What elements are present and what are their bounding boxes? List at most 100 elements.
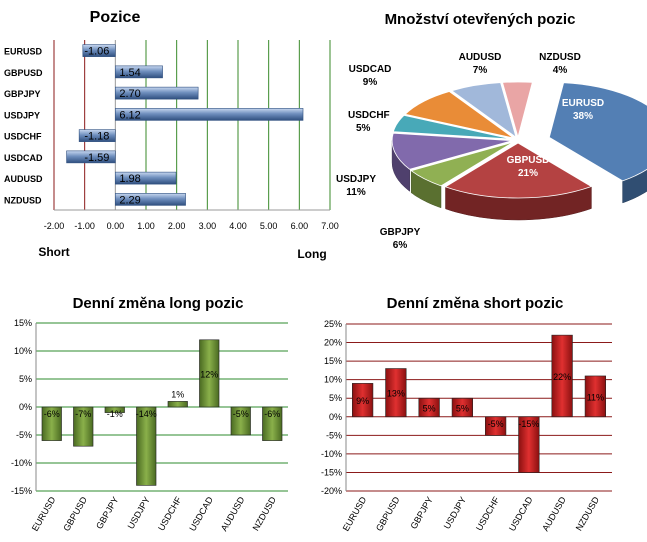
bar-audusd: [551, 334, 573, 418]
pie-slice-gbpusd: [444, 142, 593, 199]
y-tick-label: 25%: [324, 319, 342, 329]
y-tick-label: -15%: [11, 486, 32, 496]
category-label-gbpjpy: GBPJPY: [4, 89, 41, 99]
pie-slice-eurusd: [548, 82, 647, 182]
bar-usdjpy: [136, 406, 157, 486]
value-label-audusd: 1.98: [119, 173, 140, 185]
value-label-usdcad: -1.59: [84, 152, 109, 164]
pie-label-eurusd: EURUSD: [562, 98, 604, 109]
x-tick-label: 7.00: [321, 221, 339, 231]
value-label-usdjpy: 6.12: [119, 109, 140, 121]
category-label-nzdusd: NZDUSD: [4, 195, 42, 205]
y-tick-label: 20%: [324, 338, 342, 348]
value-label-gbpusd: -7%: [75, 409, 91, 419]
y-tick-label: 5%: [329, 393, 342, 403]
x-tick-label-nzdusd: NZDUSD: [574, 495, 602, 533]
category-label-eurusd: EURUSD: [4, 47, 43, 57]
bar-eurusd: [41, 406, 62, 441]
category-label-gbpusd: GBPUSD: [4, 68, 43, 78]
short-label: Short: [38, 245, 69, 259]
pie-label-usdcad: USDCAD: [349, 64, 392, 75]
y-tick-label: -15%: [321, 467, 342, 477]
x-tick-label: 5.00: [260, 221, 278, 231]
value-label-gbpjpy: 2.70: [119, 88, 140, 100]
bar-eurusd: [82, 44, 116, 57]
category-label-usdcad: USDCAD: [4, 153, 43, 163]
pie-label-audusd: AUDUSD: [459, 52, 502, 63]
pie-value-nzdusd: 4%: [553, 65, 568, 76]
x-tick-label: 2.00: [168, 221, 186, 231]
x-tick-label: -2.00: [44, 221, 65, 231]
x-tick-label: 1.00: [137, 221, 155, 231]
pie-value-usdchf: 5%: [356, 123, 371, 134]
y-tick-label: 15%: [324, 356, 342, 366]
x-tick-label-gbpusd: GBPUSD: [374, 495, 402, 533]
value-label-eurusd: -6%: [44, 409, 60, 419]
pie-value-gbpjpy: 6%: [393, 240, 408, 251]
bar-eurusd: [352, 383, 374, 418]
pie-side-eurusd: [622, 168, 647, 204]
x-tick-label: 0.00: [107, 221, 125, 231]
bar-gbpusd: [73, 406, 94, 447]
category-label-usdjpy: USDJPY: [4, 110, 40, 120]
value-label-gbpusd: 13%: [387, 389, 405, 399]
value-label-audusd: -5%: [233, 409, 249, 419]
bar-gbpjpy: [418, 397, 440, 418]
pie-label-nzdusd: NZDUSD: [539, 52, 581, 63]
value-label-nzdusd: -6%: [264, 409, 280, 419]
pie-label-gbpjpy: GBPJPY: [380, 227, 421, 238]
pie-value-usdcad: 9%: [363, 77, 378, 88]
pie-label-usdchf: USDCHF: [348, 110, 390, 121]
x-tick-label-usdchf: USDCHF: [474, 495, 502, 533]
y-tick-label: -5%: [16, 430, 32, 440]
value-label-eurusd: -1.06: [84, 46, 109, 58]
x-tick-label: 4.00: [229, 221, 247, 231]
y-tick-label: 10%: [324, 375, 342, 385]
bar-usdchf: [78, 129, 116, 142]
x-tick-label: -1.00: [74, 221, 95, 231]
pie-value-usdjpy: 11%: [346, 187, 366, 198]
bar-usdcad: [66, 150, 116, 164]
bar-gbpjpy: [115, 86, 199, 100]
bar-usdcad: [518, 416, 540, 473]
y-tick-label: 0%: [329, 412, 342, 422]
bar-gbpusd: [385, 368, 407, 418]
daily-long-chart-title: Denní změna long pozic: [73, 295, 244, 312]
x-tick-label-audusd: AUDUSD: [540, 495, 568, 533]
pie-slice-usdjpy: [391, 132, 513, 170]
x-tick-label-eurusd: EURUSD: [341, 495, 369, 533]
y-tick-label: -10%: [11, 458, 32, 468]
pie-slice-usdcad: [404, 91, 514, 139]
value-label-eurusd: 9%: [356, 396, 369, 406]
y-tick-label: 15%: [14, 318, 32, 328]
y-tick-label: 5%: [19, 374, 32, 384]
value-label-audusd: 22%: [553, 372, 571, 382]
value-label-usdjpy: 5%: [456, 404, 469, 414]
daily-short-chart-title: Denní změna short pozic: [387, 295, 564, 312]
bar-usdjpy: [115, 108, 304, 121]
bar-audusd: [115, 171, 177, 185]
pie-value-gbpusd: 21%: [518, 168, 538, 179]
bar-gbpjpy: [104, 406, 125, 413]
positions-chart: Pozice Short Long -2.00 -1.00 0.00 1.00 2.00…: [4, 9, 339, 261]
category-label-usdchf: USDCHF: [4, 132, 42, 142]
value-label-nzdusd: 11%: [587, 392, 604, 402]
pie-slice-audusd: [450, 82, 517, 139]
x-tick-label: 6.00: [291, 221, 309, 231]
bar-usdchf: [167, 401, 188, 408]
y-tick-label: -20%: [321, 486, 342, 496]
value-label-usdchf: 1%: [171, 389, 184, 399]
open-positions-pie-chart: Množství otevřených pozic EURUSD 38% GBPUS…: [336, 11, 647, 251]
y-tick-label: 10%: [14, 346, 32, 356]
bar-audusd: [230, 406, 251, 436]
value-label-nzdusd: 2.29: [119, 194, 140, 206]
value-label-usdchf: -5%: [488, 419, 504, 429]
long-label: Long: [297, 247, 326, 261]
pie-value-audusd: 7%: [473, 65, 488, 76]
bar-usdchf: [485, 416, 507, 436]
pie-chart-title: Množství otevřených pozic: [385, 11, 576, 28]
positions-chart-title: Pozice: [90, 9, 141, 26]
